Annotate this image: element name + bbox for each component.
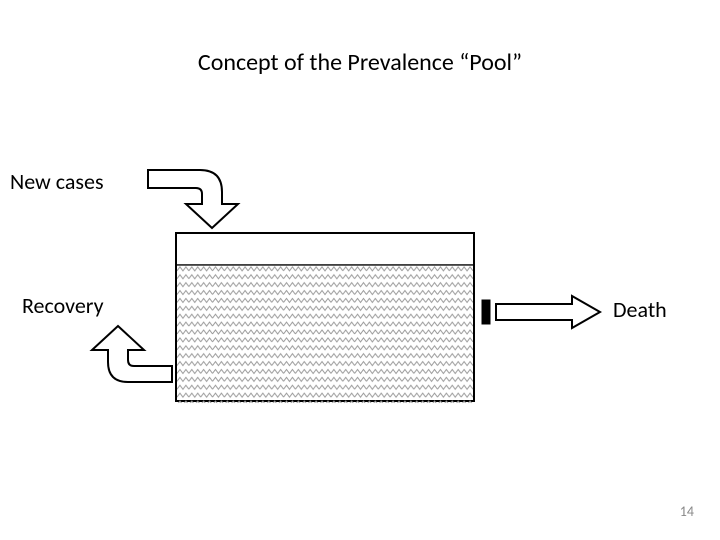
label-recovery: Recovery — [22, 292, 104, 319]
prevalence-pool — [175, 232, 475, 402]
recovery-arrow-icon — [78, 320, 178, 395]
new-cases-arrow-icon — [140, 162, 250, 232]
death-arrow-icon — [480, 292, 605, 332]
label-death: Death — [613, 296, 667, 323]
diagram-title: Concept of the Prevalence “Pool” — [0, 48, 720, 77]
page-number: 14 — [680, 503, 694, 520]
label-new-cases: New cases — [10, 168, 104, 195]
pool-water-pattern — [177, 264, 473, 404]
